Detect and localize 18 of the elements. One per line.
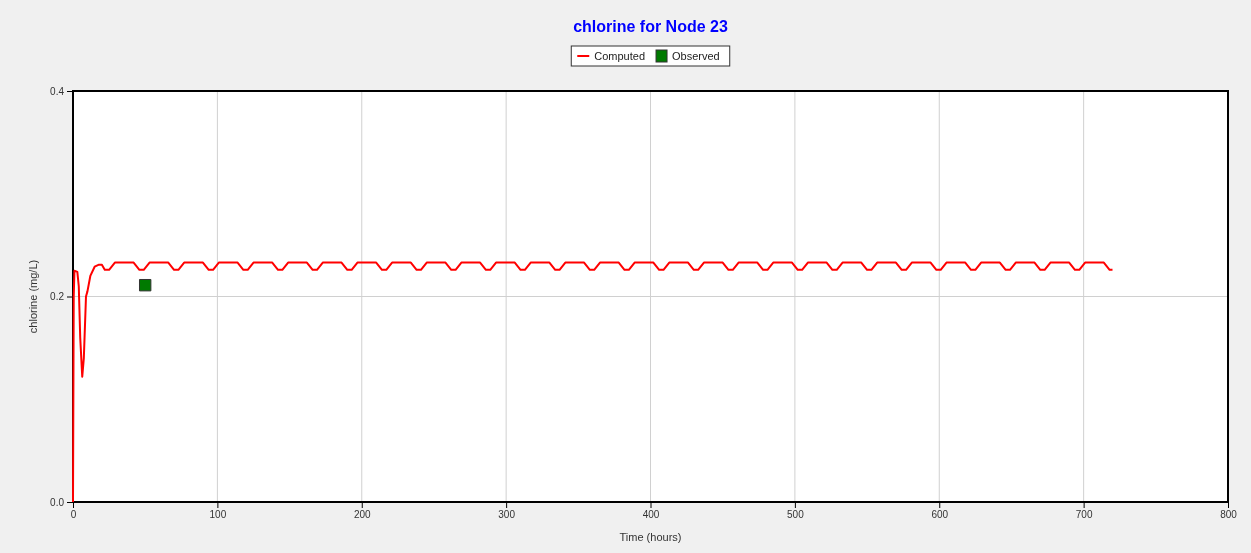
- chart-title: chlorine for Node 23: [573, 18, 728, 35]
- x-tick-label: 200: [353, 509, 372, 521]
- legend-label: Computed: [594, 50, 646, 62]
- y-tick-label: 0.4: [50, 85, 65, 97]
- x-tick-label: 0: [70, 509, 77, 521]
- y-tick-label: 0.0: [50, 496, 65, 508]
- line-series: [72, 261, 1114, 503]
- x-axis-title: Time (hours): [619, 531, 682, 543]
- x-tick-label: 300: [498, 509, 516, 521]
- x-tick-label: 100: [209, 509, 227, 521]
- x-tick-label: 700: [1075, 509, 1093, 521]
- legend-label: Observed: [672, 50, 720, 62]
- y-tick-label: 0.2: [50, 291, 65, 303]
- x-tick-label: 600: [931, 509, 949, 521]
- x-tick-label: 400: [642, 509, 660, 521]
- y-axis-title: chlorine (mg/L): [27, 259, 39, 334]
- x-tick-label: 800: [1220, 509, 1238, 521]
- x-tick-label: 500: [787, 509, 805, 521]
